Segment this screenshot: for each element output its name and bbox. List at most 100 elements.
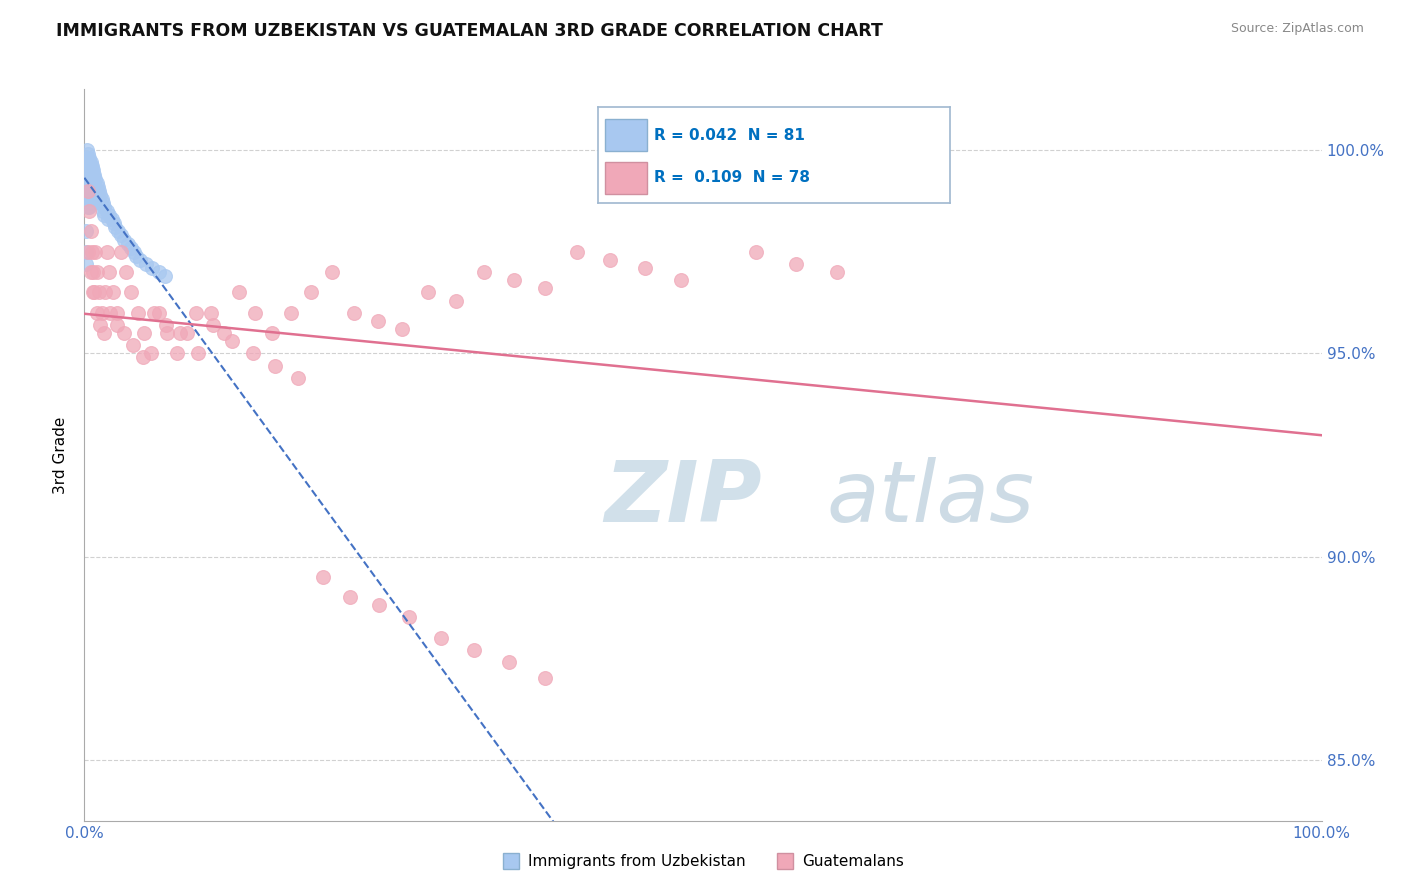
Point xyxy=(533,281,555,295)
Point xyxy=(76,151,98,165)
Point xyxy=(105,318,128,332)
Y-axis label: 3rd Grade: 3rd Grade xyxy=(53,417,69,493)
Point xyxy=(242,346,264,360)
Point xyxy=(89,187,111,202)
Point xyxy=(79,163,101,178)
Point xyxy=(82,192,104,206)
Point xyxy=(77,171,100,186)
Point xyxy=(112,326,135,340)
Point xyxy=(76,143,98,157)
Point xyxy=(89,285,111,300)
Point xyxy=(77,187,100,202)
Text: IMMIGRANTS FROM UZBEKISTAN VS GUATEMALAN 3RD GRADE CORRELATION CHART: IMMIGRANTS FROM UZBEKISTAN VS GUATEMALAN… xyxy=(56,22,883,40)
Point xyxy=(79,171,101,186)
Point xyxy=(707,155,730,169)
Point xyxy=(86,192,108,206)
Point xyxy=(533,672,555,686)
Point xyxy=(669,273,692,287)
Point xyxy=(155,318,177,332)
Text: atlas: atlas xyxy=(827,458,1035,541)
Point xyxy=(90,192,112,206)
Point xyxy=(115,265,138,279)
Point xyxy=(80,171,103,186)
Point xyxy=(202,318,225,332)
Point xyxy=(127,306,149,320)
Point xyxy=(287,370,309,384)
Text: R = 0.042  N = 81: R = 0.042 N = 81 xyxy=(654,128,806,143)
Point xyxy=(89,184,111,198)
Point xyxy=(398,610,420,624)
Point xyxy=(79,196,101,211)
Point xyxy=(502,273,524,287)
Point xyxy=(77,160,100,174)
Point xyxy=(98,265,121,279)
Point xyxy=(142,306,165,320)
Point xyxy=(120,285,142,300)
Point xyxy=(200,306,222,320)
Point xyxy=(131,351,153,365)
Text: R =  0.109  N = 78: R = 0.109 N = 78 xyxy=(654,170,810,186)
Point xyxy=(634,260,657,275)
Point xyxy=(105,306,128,320)
Point xyxy=(264,359,287,373)
Point xyxy=(87,187,110,202)
Point xyxy=(228,285,250,300)
Point xyxy=(187,346,209,360)
Point xyxy=(153,269,176,284)
Point xyxy=(141,346,163,360)
Text: ZIP: ZIP xyxy=(605,458,762,541)
Point xyxy=(82,285,104,300)
Point xyxy=(79,155,101,169)
Point xyxy=(212,326,235,340)
Point xyxy=(91,196,114,211)
Point xyxy=(243,306,266,320)
Point xyxy=(77,147,100,161)
Point xyxy=(321,265,343,279)
Point xyxy=(418,285,440,300)
Point xyxy=(86,265,108,279)
Text: Source: ZipAtlas.com: Source: ZipAtlas.com xyxy=(1230,22,1364,36)
Point xyxy=(90,306,112,320)
Point xyxy=(80,187,103,202)
Point xyxy=(312,570,335,584)
Point xyxy=(339,590,361,604)
Point xyxy=(110,244,132,259)
Point xyxy=(498,655,520,669)
Point xyxy=(87,179,110,194)
Point xyxy=(75,224,97,238)
Point xyxy=(299,285,322,300)
Point xyxy=(79,171,101,186)
Point xyxy=(83,179,105,194)
Point xyxy=(825,265,848,279)
Point xyxy=(169,326,191,340)
Point xyxy=(83,285,105,300)
Point xyxy=(77,179,100,194)
Point xyxy=(129,252,152,267)
Point xyxy=(122,244,145,259)
FancyBboxPatch shape xyxy=(605,161,647,194)
Point xyxy=(86,306,108,320)
Point xyxy=(745,244,768,259)
Point xyxy=(463,643,485,657)
Point xyxy=(79,187,101,202)
Point xyxy=(84,187,107,202)
Point xyxy=(77,155,100,169)
Point xyxy=(101,285,124,300)
Point xyxy=(80,163,103,178)
Point xyxy=(79,192,101,206)
Point xyxy=(84,244,107,259)
Point xyxy=(280,306,302,320)
Point xyxy=(343,306,366,320)
Point xyxy=(367,314,389,328)
Point xyxy=(79,224,101,238)
Point xyxy=(141,260,163,275)
Point xyxy=(79,265,101,279)
Point xyxy=(184,306,207,320)
Point xyxy=(83,187,105,202)
Legend: Immigrants from Uzbekistan, Guatemalans: Immigrants from Uzbekistan, Guatemalans xyxy=(496,848,910,875)
Point xyxy=(82,265,104,279)
Point xyxy=(176,326,198,340)
Point xyxy=(107,224,129,238)
Point xyxy=(96,204,118,219)
Point xyxy=(86,184,108,198)
